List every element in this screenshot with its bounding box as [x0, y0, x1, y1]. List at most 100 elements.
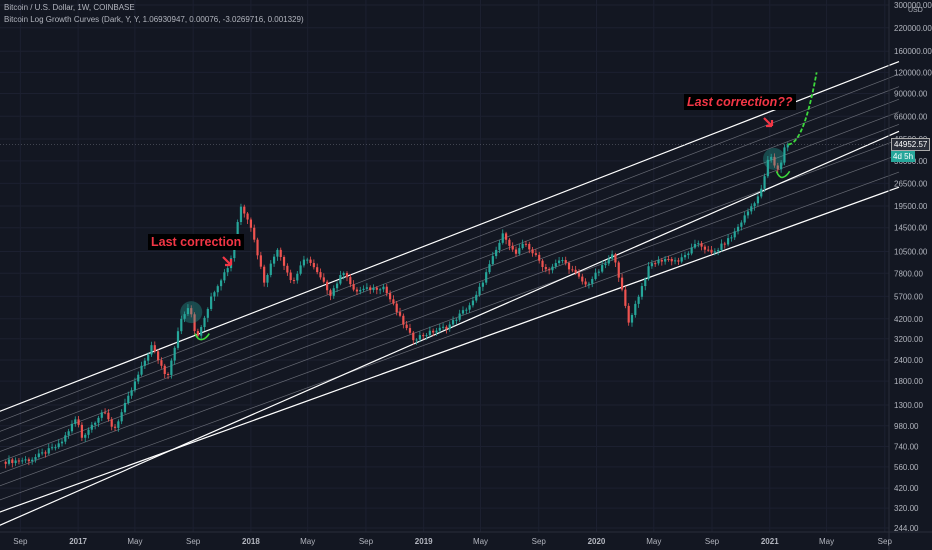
candle-body [80, 424, 83, 438]
candle-body [226, 268, 229, 273]
y-tick-label: 420.00 [894, 484, 919, 493]
candle-body [223, 272, 226, 281]
candle-body [272, 256, 276, 264]
candle-body [249, 219, 253, 228]
candle-body [763, 176, 766, 189]
candle-body [289, 272, 292, 281]
candle-body [120, 412, 123, 422]
candle-body [508, 239, 511, 246]
candle-body [77, 419, 80, 425]
candle-body [369, 287, 372, 291]
y-tick-label: 244.00 [894, 524, 919, 533]
candle-body [710, 249, 713, 253]
candle-body [664, 258, 667, 262]
x-tick-label: May [127, 537, 142, 546]
x-tick-label: May [300, 537, 315, 546]
candle-body [256, 239, 259, 256]
x-tick-label: 2019 [415, 537, 433, 546]
x-tick-label: Sep [705, 537, 720, 546]
candle-body [332, 288, 335, 296]
candle-body [127, 395, 130, 403]
candle-body [17, 460, 21, 462]
y-axis-ticks[interactable]: 300000.00 220000.00 160000.00 120000.00 9000… [894, 1, 932, 533]
x-tick-label: May [646, 537, 661, 546]
candle-body [345, 273, 349, 278]
y-tick-label: 980.00 [894, 422, 919, 431]
candle-body [362, 288, 365, 290]
candle-body [644, 279, 647, 287]
indicator-legend[interactable]: Bitcoin Log Growth Curves (Dark, Y, Y, 1… [4, 15, 304, 24]
candle-body [196, 331, 199, 336]
candle-body [624, 289, 627, 306]
y-tick-label: 3200.00 [894, 335, 923, 344]
correction-bracket [775, 170, 791, 179]
candle-body [405, 324, 408, 329]
candle-body [236, 222, 239, 241]
candle-body [478, 286, 481, 295]
projection-curve [788, 72, 818, 146]
candle-body [170, 360, 173, 375]
candle-body [753, 203, 756, 207]
x-tick-label: 2017 [69, 537, 87, 546]
candle-body [90, 424, 93, 430]
chart-annotations [0, 72, 889, 341]
candle-body [372, 287, 375, 291]
y-tick-label: 1800.00 [894, 377, 923, 386]
candle-body [445, 326, 448, 329]
candle-body [442, 326, 445, 328]
candle-body [67, 431, 70, 436]
candle-body [690, 247, 693, 254]
candle-body [50, 447, 54, 449]
symbol-title[interactable]: Bitcoin / U.S. Dollar, 1W, COINBASE [4, 3, 135, 12]
candle-body [594, 272, 597, 280]
candle-body [100, 412, 103, 418]
x-tick-label: Sep [532, 537, 547, 546]
candle-body [617, 262, 620, 278]
candle-body [216, 286, 219, 293]
y-tick-label: 120000.00 [894, 68, 932, 77]
x-axis-ticks[interactable]: Sep 2017 May Sep 2018 May Sep 2019 May Sep 2020 May… [13, 537, 892, 546]
candle-body [630, 314, 634, 323]
candle-body [107, 412, 110, 420]
candle-body [263, 266, 266, 283]
candle-body [514, 249, 518, 254]
candle-body [166, 374, 170, 376]
candle-body [355, 289, 359, 292]
candle-body [243, 206, 246, 214]
candle-body [309, 259, 312, 263]
candle-body [200, 327, 203, 336]
candle-body [504, 233, 508, 240]
candle-body [587, 283, 591, 285]
candle-body [485, 272, 488, 283]
candle-body [27, 459, 30, 462]
candle-body [687, 253, 690, 256]
candle-body [475, 294, 478, 301]
candle-body [117, 421, 120, 428]
candle-body [756, 196, 760, 204]
candle-body [574, 269, 577, 273]
candle-body [60, 441, 64, 444]
candle-body [34, 457, 37, 460]
candle-body [455, 319, 458, 321]
candle-body [269, 263, 272, 275]
growth-curve-line [0, 171, 900, 501]
highlight-circle-2017 [180, 301, 203, 324]
candle-body [723, 243, 726, 245]
red-arrow [763, 117, 774, 128]
candle-body [541, 260, 544, 268]
candle-body [246, 213, 249, 220]
candle-body [266, 274, 269, 283]
y-tick-label: 7800.00 [894, 269, 923, 278]
candle-body [640, 286, 644, 297]
candle-body [567, 262, 571, 270]
candle-body [282, 256, 286, 266]
candle-body [601, 265, 604, 272]
candle-body [611, 254, 614, 259]
candle-body [379, 289, 382, 291]
candle-body [713, 251, 716, 253]
candle-body [518, 248, 521, 254]
candle-body [302, 259, 306, 266]
candle-body [647, 266, 650, 280]
